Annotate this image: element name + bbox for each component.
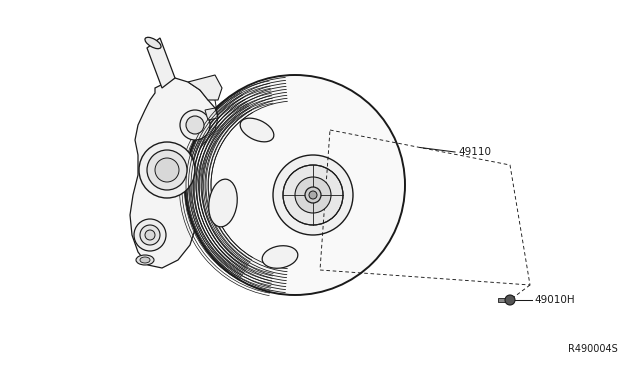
Ellipse shape: [186, 116, 204, 134]
Text: R490004S: R490004S: [568, 344, 618, 354]
Ellipse shape: [155, 158, 179, 182]
Ellipse shape: [295, 177, 331, 213]
Ellipse shape: [180, 110, 210, 140]
Ellipse shape: [145, 230, 155, 240]
Ellipse shape: [140, 257, 150, 263]
Ellipse shape: [139, 142, 195, 198]
Polygon shape: [498, 298, 510, 302]
Ellipse shape: [262, 246, 298, 268]
Polygon shape: [188, 75, 222, 100]
Ellipse shape: [209, 179, 237, 227]
Polygon shape: [147, 38, 175, 88]
Ellipse shape: [136, 255, 154, 265]
Ellipse shape: [140, 225, 160, 245]
Polygon shape: [130, 78, 218, 268]
Ellipse shape: [283, 165, 343, 225]
Ellipse shape: [145, 37, 161, 49]
Ellipse shape: [134, 219, 166, 251]
Text: 49010H: 49010H: [534, 295, 575, 305]
Ellipse shape: [309, 191, 317, 199]
Ellipse shape: [240, 118, 274, 142]
Ellipse shape: [185, 75, 405, 295]
Ellipse shape: [505, 295, 515, 305]
Ellipse shape: [147, 150, 187, 190]
Text: 49110: 49110: [458, 147, 491, 157]
Ellipse shape: [273, 155, 353, 235]
Polygon shape: [205, 108, 218, 120]
Ellipse shape: [305, 187, 321, 203]
